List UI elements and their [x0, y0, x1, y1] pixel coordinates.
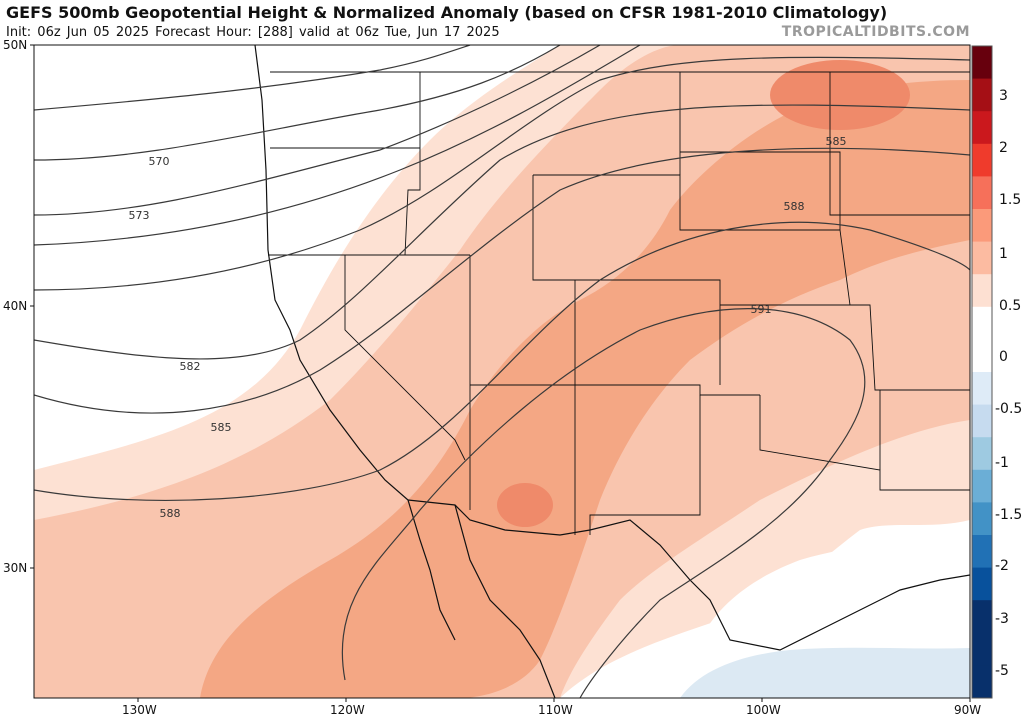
colorbar-swatch — [972, 665, 992, 699]
contour-label: 573 — [129, 209, 150, 222]
map-frame — [33, 44, 971, 699]
colorbar-label: -5 — [995, 663, 1009, 679]
contour-label: 582 — [180, 360, 201, 373]
colorbar-label: 1 — [999, 246, 1008, 262]
lon-label: 130W — [122, 703, 157, 717]
colorbar — [971, 45, 993, 699]
colorbar-swatch — [972, 372, 992, 406]
contour-label: 570 — [149, 155, 170, 168]
contour-label: 588 — [160, 507, 181, 520]
anomaly-max-northern-plains — [770, 60, 910, 130]
contour-label: 585 — [211, 421, 232, 434]
lon-label: 120W — [330, 703, 365, 717]
colorbar-label: 2 — [999, 140, 1008, 156]
colorbar-swatch — [972, 209, 992, 243]
colorbar-swatch — [972, 404, 992, 438]
height-contours — [34, 45, 970, 698]
lat-label: 50N — [3, 38, 28, 52]
colorbar-swatch — [972, 46, 992, 80]
lat-label: 40N — [3, 299, 28, 313]
colorbar-swatch — [972, 437, 992, 471]
contour-label: 588 — [784, 200, 805, 213]
anomaly-max-arizona — [497, 483, 553, 527]
colorbar-label: -2 — [995, 558, 1009, 574]
contour-labels: 570 573 582 585 588 585 588 591 — [129, 135, 847, 520]
colorbar-swatch — [972, 176, 992, 210]
colorbar-swatch — [972, 78, 992, 112]
colorbar-swatch — [972, 111, 992, 145]
colorbar-label: -0.5 — [995, 401, 1023, 417]
colorbar-swatch — [972, 469, 992, 503]
colorbar-label: -1 — [995, 455, 1009, 471]
colorbar-label: 3 — [999, 88, 1008, 104]
anomaly-neutral-gulf — [700, 535, 970, 655]
state-borders — [268, 71, 970, 535]
colorbar-swatch — [972, 306, 992, 340]
colorbar-swatch — [972, 600, 992, 634]
colorbar-swatch — [972, 567, 992, 601]
colorbar-swatch — [972, 143, 992, 177]
axis-ticks — [30, 44, 971, 702]
colorbar-swatch — [972, 274, 992, 308]
chart-subtitle: Init: 06z Jun 05 2025 Forecast Hour: [28… — [6, 25, 500, 40]
colorbar-swatch — [972, 339, 992, 373]
colorbar-label: -1.5 — [995, 507, 1023, 523]
colorbar-label: 0.5 — [999, 298, 1022, 314]
lon-label: 90W — [954, 703, 982, 717]
colorbar-swatch — [972, 241, 992, 275]
chart-title: GEFS 500mb Geopotential Height & Normali… — [6, 3, 888, 22]
contour-label: 585 — [826, 135, 847, 148]
anomaly-shade-negative — [680, 647, 970, 698]
colorbar-swatch — [972, 632, 992, 666]
lon-label: 110W — [538, 703, 573, 717]
brand-watermark: TROPICALTIDBITS.COM — [781, 24, 970, 40]
colorbar-label: 0 — [999, 349, 1008, 365]
colorbar-label: 1.5 — [999, 192, 1022, 208]
colorbar-label: -3 — [995, 611, 1009, 627]
colorbar-swatch — [972, 502, 992, 536]
lat-label: 30N — [3, 561, 28, 575]
lon-label: 100W — [746, 703, 781, 717]
colorbar-swatch — [972, 535, 992, 569]
colorbar-frame — [971, 45, 993, 699]
contour-label: 591 — [751, 303, 772, 316]
